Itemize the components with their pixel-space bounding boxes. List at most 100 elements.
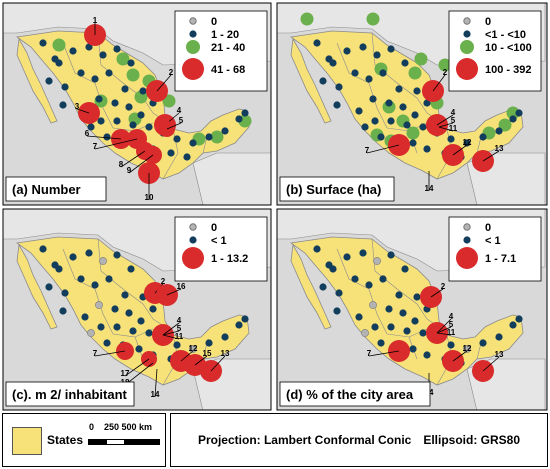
legend-marker-class1 [189, 236, 197, 244]
city-marker-class1 [113, 323, 121, 331]
state-border [94, 288, 114, 335]
city-marker-class1 [313, 39, 321, 47]
city-marker-class2 [406, 126, 420, 140]
city-marker-class1 [423, 351, 431, 359]
city-marker-class0 [189, 345, 197, 353]
city-marker-class2 [116, 52, 130, 66]
city-marker-class1 [399, 309, 407, 317]
leader-line [166, 122, 182, 130]
city-marker-class1 [85, 43, 93, 51]
leader-line [154, 368, 158, 398]
city-marker-class1 [359, 249, 367, 257]
leader-line [94, 138, 138, 150]
city-marker-class1 [509, 115, 517, 123]
city-number-label: 2 [441, 282, 446, 291]
city-marker-class1 [447, 135, 455, 143]
leader-line [436, 332, 452, 336]
city-marker-class1 [121, 291, 129, 299]
city-marker-class1 [91, 75, 99, 83]
city-number-label: 2 [161, 277, 166, 286]
city-marker-class2 [126, 68, 140, 82]
leader-line [432, 74, 446, 92]
city-number-label: 5 [179, 116, 184, 125]
legend-label: <1 - <10 [485, 29, 526, 41]
city-number-label: 1 [93, 16, 98, 25]
leader-line [156, 74, 172, 92]
city-marker-class2 [414, 52, 428, 66]
leader-line [76, 108, 90, 114]
city-number-label: 6 [85, 129, 90, 138]
city-marker-class1 [113, 117, 121, 125]
city-number-label: 2 [443, 68, 448, 77]
legend-label: 0 [211, 222, 217, 234]
city-marker-class1 [55, 265, 63, 273]
city-marker-class1 [113, 45, 121, 53]
city-marker-class1 [77, 275, 85, 283]
city-marker-class1 [419, 329, 427, 337]
city-marker-class1 [77, 69, 85, 77]
legend-marker-class2 [460, 40, 474, 54]
city-marker-class1 [235, 321, 243, 329]
city-marker-class1 [59, 307, 67, 315]
map-panel-3: 216451171215131718140< 11 - 13.2(c). m 2… [2, 208, 272, 411]
panel-label-box [279, 176, 395, 202]
city-marker-class2 [52, 38, 66, 52]
city-marker-class1 [221, 333, 229, 341]
city-marker-class1 [395, 85, 403, 93]
legend-label: 100 - 392 [485, 64, 531, 76]
city-marker-class1 [365, 281, 373, 289]
city-marker-class1 [495, 333, 503, 341]
city-marker-class1 [409, 139, 417, 147]
city-marker-class1 [129, 327, 137, 335]
city-marker-class1 [479, 133, 487, 141]
city-marker-class1 [127, 265, 135, 273]
legend-marker-class3 [456, 58, 478, 80]
legend-label: 41 - 68 [211, 64, 245, 76]
city-marker-class1 [419, 123, 427, 131]
city-marker-class1 [139, 87, 147, 95]
city-marker-class1 [205, 133, 213, 141]
city-marker-class1 [69, 253, 77, 261]
city-number-label: 4 [177, 106, 182, 115]
legend-label: 1 - 7.1 [485, 253, 516, 265]
city-marker-class1 [129, 121, 137, 129]
state-border [371, 32, 398, 84]
city-marker-class1 [379, 275, 387, 283]
central-america-region [192, 152, 271, 205]
state-border [336, 248, 370, 290]
city-number-label: 10 [145, 193, 154, 202]
city-marker-class1 [319, 77, 327, 85]
leader-line [368, 350, 400, 357]
panel-label-box [5, 381, 135, 407]
city-marker-class0 [99, 257, 107, 265]
city-marker-class1 [241, 109, 249, 117]
city-marker-class1 [329, 265, 337, 273]
city-marker-class1 [95, 95, 103, 103]
city-number-label: 13 [495, 144, 504, 153]
panel-label: (d) % of the city area [286, 387, 414, 402]
city-marker-class2 [498, 118, 512, 132]
city-marker-class1 [121, 85, 129, 93]
city-number-label: 9 [127, 166, 132, 175]
state-border [336, 42, 370, 84]
city-marker-class1 [125, 103, 133, 111]
legend-label: 10 - <100 [485, 42, 532, 54]
leader-line [180, 350, 194, 362]
legend-label: < 1 [485, 235, 501, 247]
city-marker-class1 [333, 101, 341, 109]
city-marker-class1 [509, 321, 517, 329]
state-border [62, 42, 96, 84]
city-marker-class2 [210, 130, 224, 144]
panel-frame [276, 208, 548, 411]
city-number-label: 7 [365, 146, 370, 155]
city-marker-class1 [409, 345, 417, 353]
city-marker-class1 [411, 317, 419, 325]
city-marker-class1 [99, 51, 107, 59]
leader-line [366, 144, 400, 154]
city-marker-class1 [385, 99, 393, 107]
city-marker-class1 [81, 313, 89, 321]
baja-california [16, 37, 58, 124]
city-marker-class1 [385, 305, 393, 313]
